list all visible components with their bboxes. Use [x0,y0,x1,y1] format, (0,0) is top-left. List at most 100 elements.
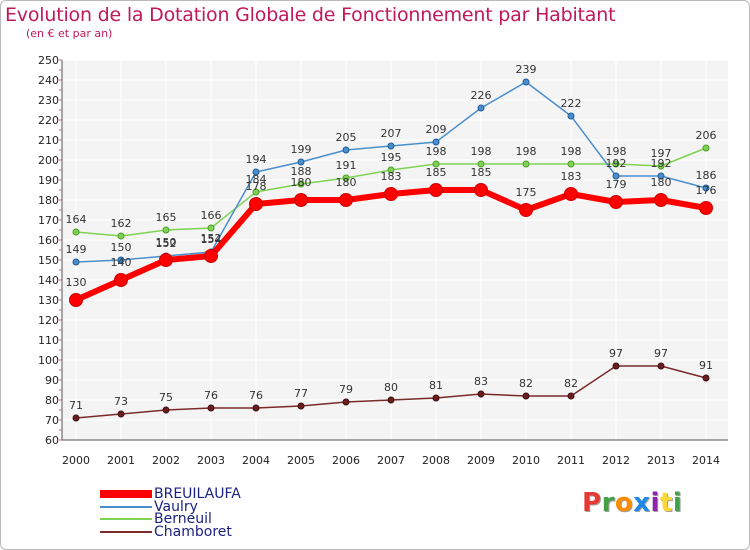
data-label: 184 [246,173,267,186]
data-label: 75 [159,391,173,404]
data-point [477,104,485,112]
data-point [204,249,218,263]
data-point [432,394,440,402]
x-tick-label: 2006 [332,454,360,467]
legend-swatch [100,530,152,533]
data-label: 226 [471,89,492,102]
data-label: 165 [156,211,177,224]
data-point [522,160,530,168]
data-label: 71 [69,399,83,412]
y-tick-label: 210 [38,134,59,147]
data-point [657,172,665,180]
data-label: 82 [564,377,578,390]
data-point [117,410,125,418]
page-subtitle: (en € et par an) [26,27,113,40]
data-label: 149 [66,243,87,256]
data-label: 222 [561,97,582,110]
data-point [162,406,170,414]
legend-label: Vaulry [154,498,198,515]
data-point [474,183,488,197]
logo-letter: i [672,488,683,518]
data-point [72,228,80,236]
data-label: 73 [114,395,128,408]
data-label: 76 [204,389,218,402]
data-label: 198 [426,145,447,158]
data-label: 188 [291,165,312,178]
page-title: Evolution de la Dotation Globale de Fonc… [5,4,616,26]
data-point [297,180,305,188]
data-point [72,258,80,266]
data-point [117,256,125,264]
y-tick-label: 100 [38,354,59,367]
data-point [657,362,665,370]
data-point [72,414,80,422]
data-label: 76 [249,389,263,402]
data-point [567,160,575,168]
data-point [699,201,713,215]
data-label: 180 [336,176,357,189]
data-label: 152 [156,237,177,250]
legend-label: BREUILAUFA [154,486,241,502]
y-tick-label: 70 [45,414,59,427]
data-point [612,160,620,168]
data-label: 79 [339,383,353,396]
data-label: 83 [474,375,488,388]
y-tick-label: 220 [38,114,59,127]
y-tick-label: 140 [38,274,59,287]
x-tick-label: 2009 [467,454,495,467]
data-label: 82 [519,377,533,390]
data-label: 198 [606,145,627,158]
data-label: 195 [381,151,402,164]
data-point [702,184,710,192]
data-label: 179 [606,178,627,191]
x-tick-label: 2008 [422,454,450,467]
y-tick-label: 240 [38,74,59,87]
data-label: 166 [201,209,222,222]
legend-swatch [100,505,152,508]
data-point [657,162,665,170]
data-label: 197 [651,147,672,160]
data-label: 81 [429,379,443,392]
x-tick-label: 2010 [512,454,540,467]
data-label: 180 [291,176,312,189]
data-label: 205 [336,131,357,144]
data-point [207,404,215,412]
data-point [612,172,620,180]
data-point [159,253,173,267]
data-point [522,392,530,400]
data-point [429,183,443,197]
logo-letter: P [582,488,602,518]
data-label: 91 [699,359,713,372]
data-point [69,293,83,307]
data-label: 198 [561,145,582,158]
data-point [654,193,668,207]
data-point [567,112,575,120]
data-label: 77 [294,387,308,400]
x-tick-label: 2013 [647,454,675,467]
proxiti-logo: Proxiti [582,488,682,518]
data-point [387,142,395,150]
y-tick-label: 120 [38,314,59,327]
data-point [207,224,215,232]
data-point [339,193,353,207]
data-label: 152 [201,232,222,245]
data-point [249,197,263,211]
data-point [162,226,170,234]
data-point [702,144,710,152]
x-tick-label: 2003 [197,454,225,467]
data-label: 198 [471,145,492,158]
data-point [432,160,440,168]
data-label: 154 [201,233,222,246]
data-label: 206 [696,129,717,142]
data-point [252,188,260,196]
data-point [612,362,620,370]
data-point [342,174,350,182]
y-tick-label: 180 [38,194,59,207]
data-point [342,146,350,154]
logo-letter: x [633,488,651,518]
data-label: 80 [384,381,398,394]
x-tick-label: 2005 [287,454,315,467]
data-point [477,160,485,168]
logo-letter: i [650,488,660,518]
logo-letter: o [614,488,634,518]
